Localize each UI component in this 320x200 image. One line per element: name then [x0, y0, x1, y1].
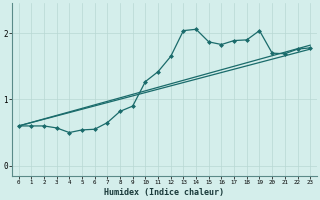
X-axis label: Humidex (Indice chaleur): Humidex (Indice chaleur) — [104, 188, 224, 197]
